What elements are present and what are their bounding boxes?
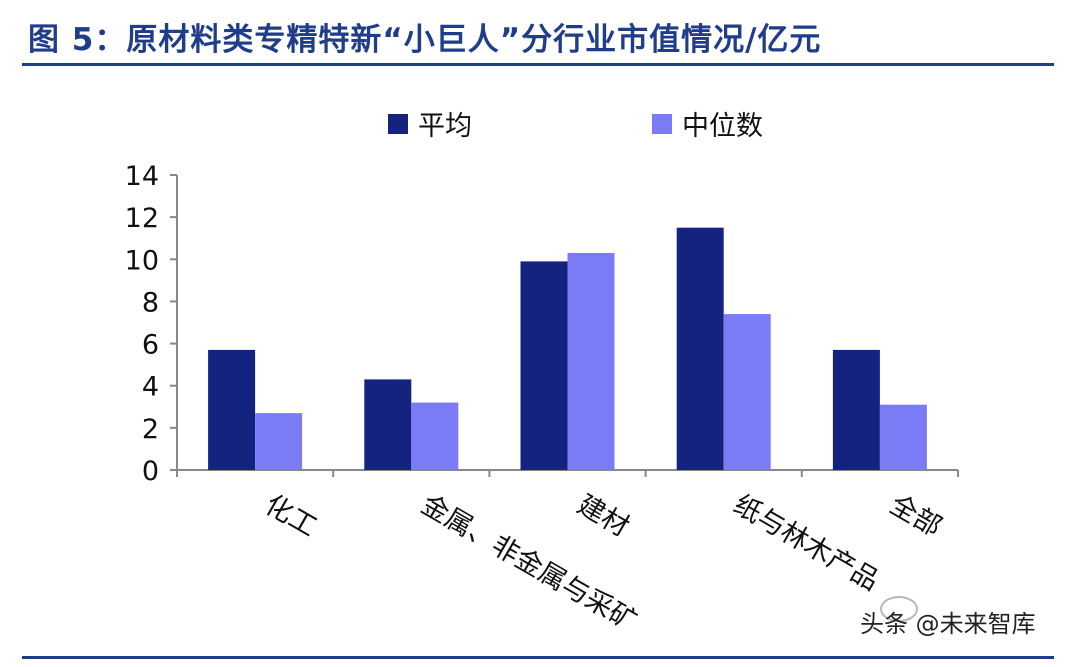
y-tick-label: 6	[142, 330, 159, 361]
y-tick-label: 14	[125, 161, 159, 192]
y-tick-label: 10	[125, 245, 159, 276]
y-tick-label: 4	[142, 372, 159, 403]
chart-legend: 平均 中位数	[388, 104, 943, 143]
watermark-text: 头条 @未来智库	[860, 610, 1036, 638]
legend-item-avg: 平均	[388, 104, 472, 143]
bar-avg	[676, 227, 724, 470]
x-category-label: 化工	[260, 489, 322, 543]
bar-avg	[364, 379, 412, 470]
x-category-label: 全部	[884, 489, 946, 543]
figure-title: 图 5：原材料类专精特新“小巨人”分行业市值情况/亿元	[28, 22, 822, 58]
y-tick-label: 0	[142, 456, 159, 487]
bottom-divider	[22, 656, 1054, 659]
bar-avg	[208, 349, 256, 470]
title-divider	[22, 63, 1054, 66]
legend-label-median: 中位数	[682, 111, 763, 142]
wechat-icon	[880, 596, 918, 622]
bar-median	[567, 252, 615, 470]
legend-item-median: 中位数	[652, 104, 763, 143]
legend-swatch-median	[652, 113, 672, 134]
x-category-label: 建材	[572, 489, 634, 543]
legend-label-avg: 平均	[418, 111, 472, 142]
bar-median	[255, 413, 303, 470]
bar-median	[723, 314, 771, 470]
y-tick-label: 12	[125, 203, 159, 234]
x-category-label: 纸与林木产品	[728, 489, 884, 597]
bar-avg	[832, 349, 880, 470]
legend-swatch-avg	[388, 113, 408, 134]
bar-avg	[520, 261, 568, 470]
y-tick-label: 8	[142, 287, 159, 318]
y-tick-label: 2	[142, 414, 159, 445]
bar-median	[411, 402, 459, 470]
bar-median	[879, 404, 927, 470]
